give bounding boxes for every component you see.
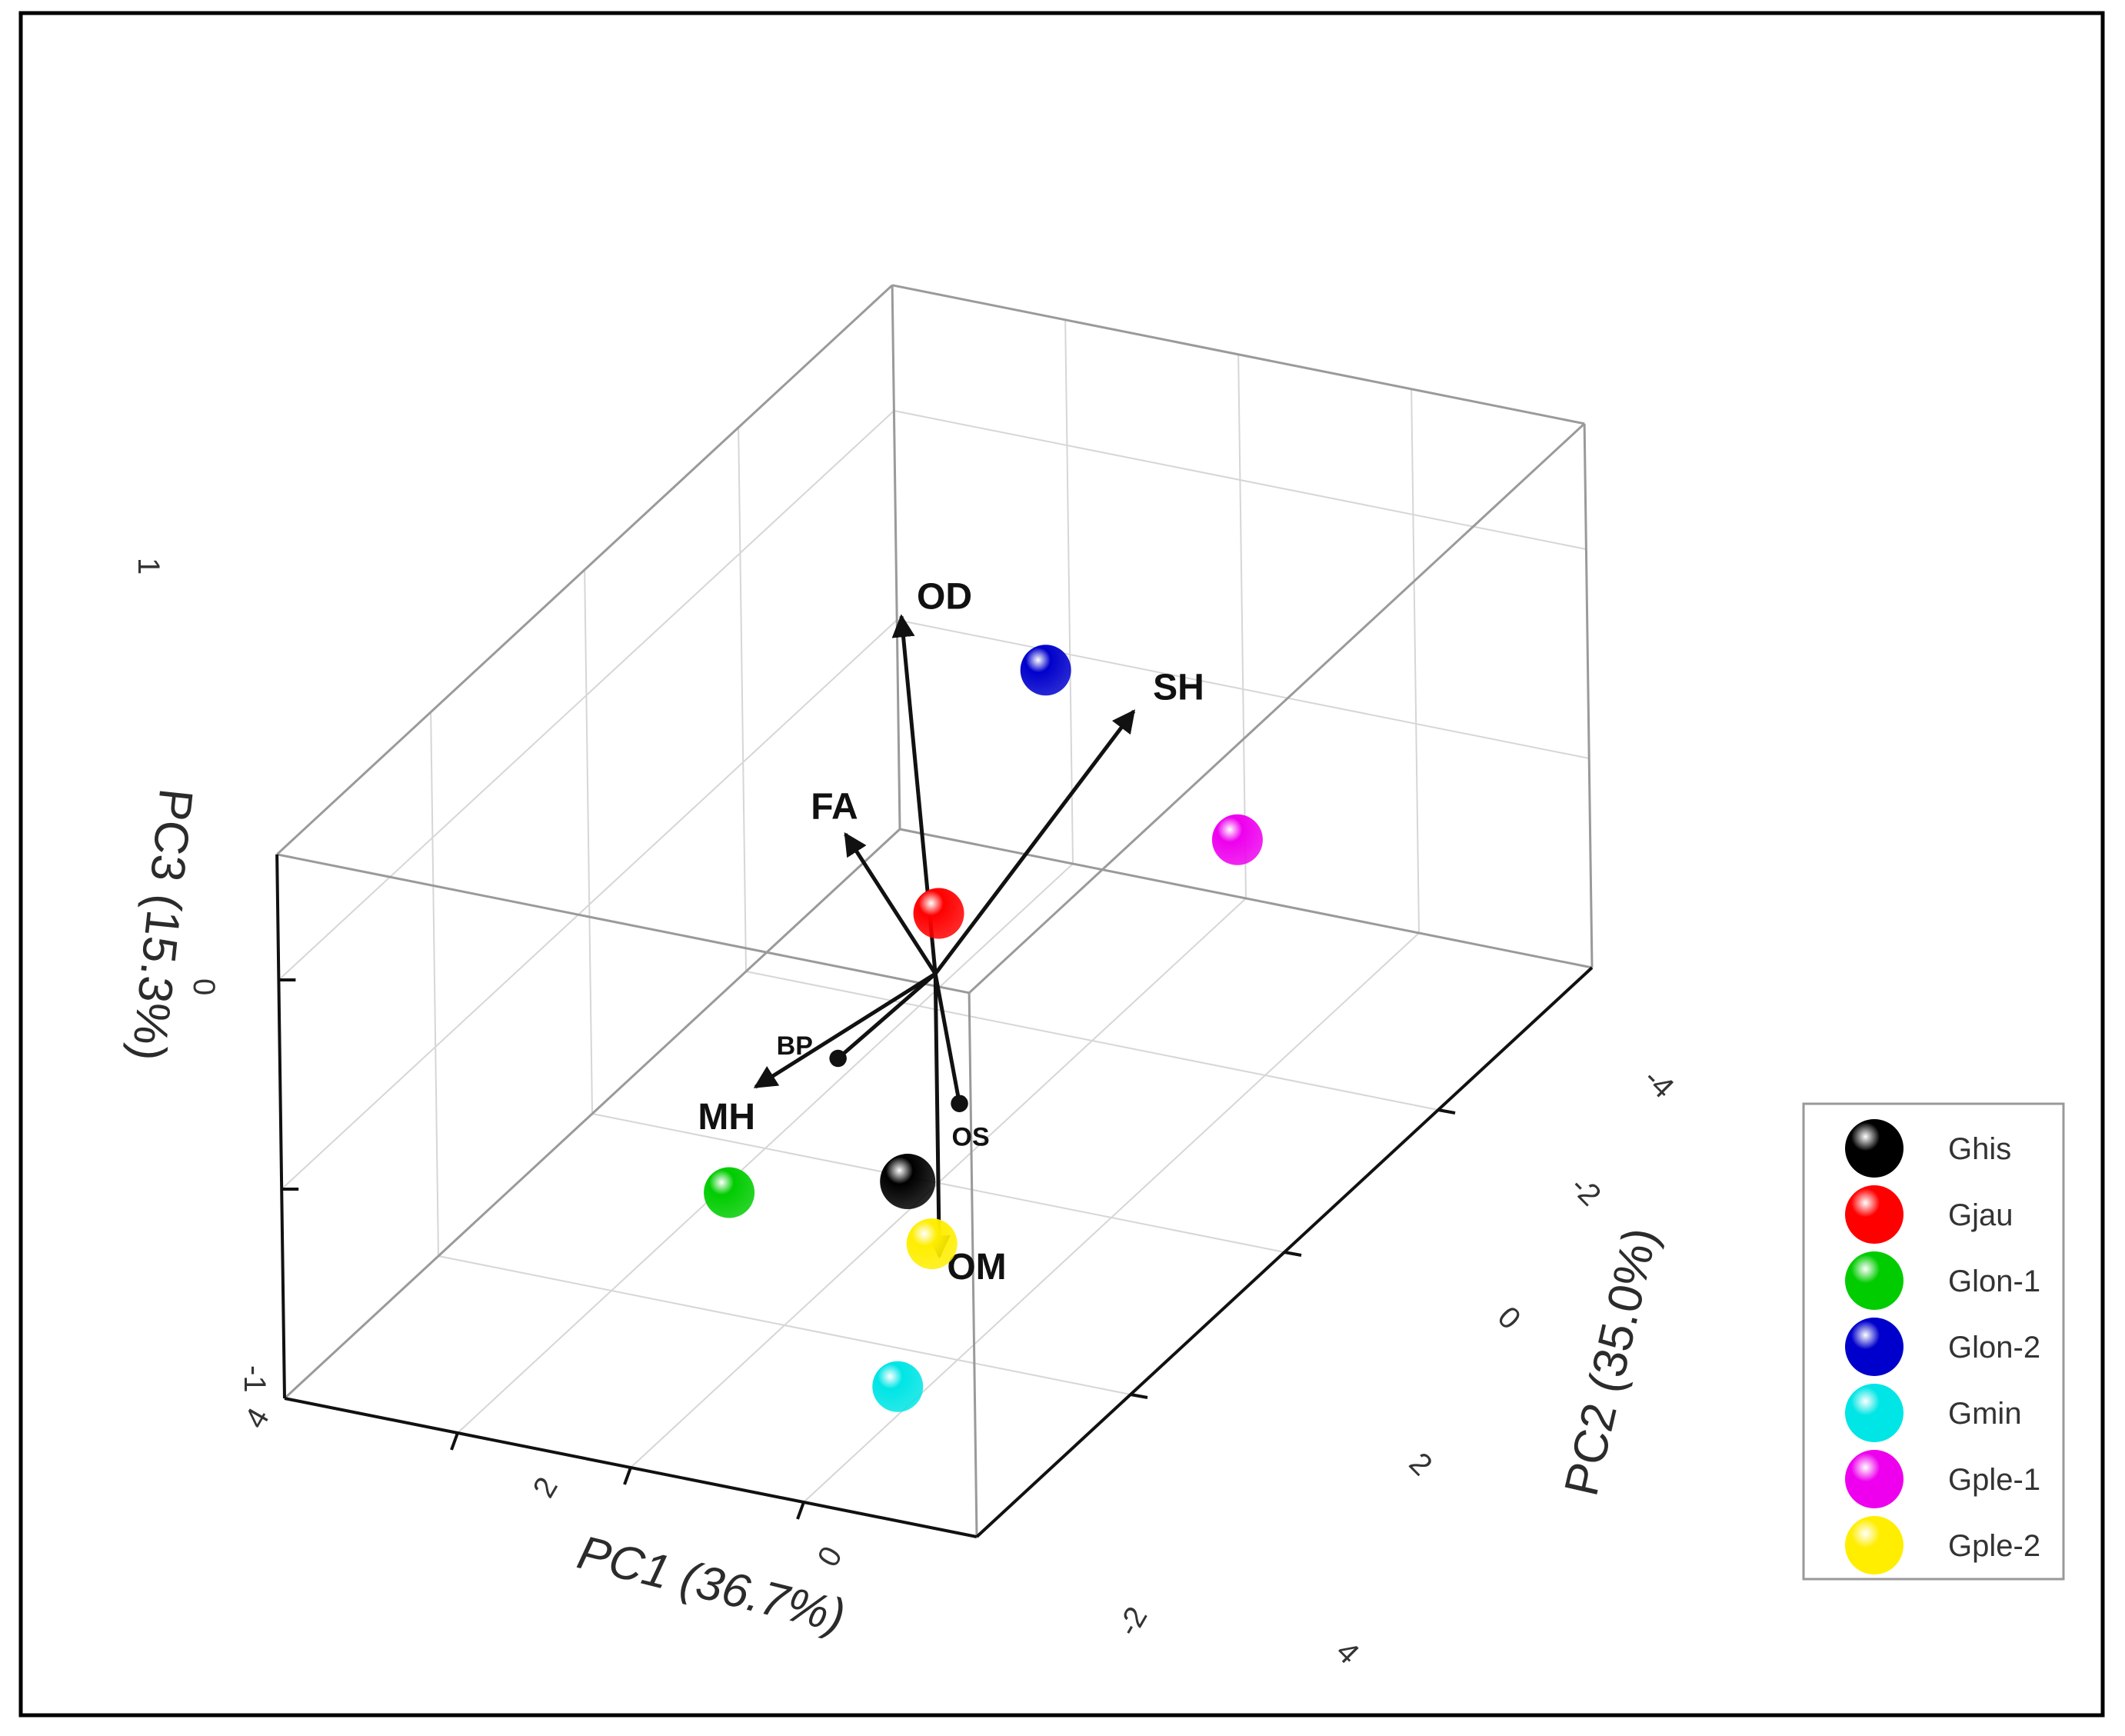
pc1-tick-label: 4 [238,1402,276,1434]
vector-label-od: OD [917,576,972,617]
back-wall-gridline [894,410,1587,550]
vector-label-bp: BP [777,1031,813,1061]
legend-label-glon-1: Glon-1 [1948,1265,2040,1298]
back-wall-gridline [1411,388,1420,934]
point-gple-1 [1211,814,1263,865]
pc2-tick-label: 4 [1330,1634,1366,1671]
vector-label-om: OM [947,1247,1006,1288]
legend-marker-glon-1 [1845,1251,1904,1310]
box-edge [276,853,970,995]
pc1-tick-label: 2 [527,1471,565,1503]
legend-marker-gjau [1845,1185,1904,1244]
box-edge [968,992,978,1538]
vector-bp [829,972,937,1068]
floor-gridline [457,863,1074,1434]
legend-label-gmin: Gmin [1948,1397,2022,1431]
pc2-tick [1437,1108,1456,1115]
box-edge [899,828,1593,969]
box-edge [968,422,1586,994]
vector-label-fa: FA [811,787,858,828]
box-edge [891,285,901,830]
legend: Ghis Gjau Glon-1 Glon-2 Gmin Gple-1 Gple-2 [1802,1102,2065,1581]
vector-label-os: OS [952,1123,990,1152]
pc2-tick-label: 0 [1491,1300,1527,1336]
pc2-tick-label: -2 [1564,1169,1607,1212]
pc2-tick [1284,1251,1302,1257]
legend-label-glon-2: Glon-2 [1948,1331,2040,1364]
axis-ticks: 4 2 0 -2 -4 -2 0 2 4 -1 0 1 [132,558,1680,1671]
legend-marker-glon-2 [1845,1318,1904,1376]
figure-frame [18,11,2105,1718]
pc1-tick [796,1501,805,1520]
back-wall-gridline [897,619,1590,759]
pc3-axis [275,854,286,1399]
pc1-tick-label: -2 [1111,1601,1154,1642]
pc3-tick-label: 0 [187,978,221,995]
pc2-tick [1130,1393,1148,1399]
pc1-tick [623,1467,632,1485]
box-edge [1583,423,1594,968]
vector-label-sh: SH [1153,668,1204,708]
left-wall-gridline [278,410,895,981]
legend-marker-gple-1 [1845,1450,1904,1508]
legend-label-gple-2: Gple-2 [1948,1529,2040,1563]
point-ghis [880,1154,936,1210]
score-points [704,645,1263,1412]
point-glon-1 [704,1167,755,1218]
vector-om [927,973,951,1259]
pc1-tick [450,1432,459,1451]
pc3-tick-label: -1 [238,1365,271,1393]
legend-marker-gmin [1845,1384,1904,1442]
box-edge [276,284,894,855]
vector-os [933,973,968,1112]
floor-gridline [438,1255,1131,1395]
vector-fa [844,831,938,975]
vector-sh [934,709,1136,975]
point-gmin [872,1361,924,1412]
legend-label-gjau: Gjau [1948,1198,2013,1232]
vector-mh [753,971,937,1089]
loading-vectors: OD SH FA MH BP OS OM [698,576,1204,1288]
left-wall-gridline [584,569,593,1115]
box-edge [283,828,901,1400]
back-wall-gridline [1064,319,1074,865]
point-gjau [913,888,964,939]
pc2-axis-title: PC2 (35.0%) [1554,1223,1667,1501]
vector-label-mh: MH [698,1097,755,1138]
pc1-tick-label: 0 [811,1541,849,1572]
left-wall-gridline [430,711,439,1257]
legend-label-gple-1: Gple-1 [1948,1463,2040,1497]
left-wall-gridline [281,619,898,1190]
pc3-axis-title: PC3 (15.3%) [122,786,203,1063]
pc2-tick-label: -4 [1637,1061,1680,1105]
box-edge [891,284,1585,425]
legend-marker-gple-2 [1845,1516,1904,1574]
plot-box [275,284,1594,1538]
back-wall-gridline [1237,354,1247,899]
point-glon-2 [1020,645,1071,696]
pc2-tick-label: 2 [1403,1446,1439,1482]
left-wall-gridline [738,427,747,972]
legend-marker-ghis [1845,1119,1904,1178]
legend-label-ghis: Ghis [1948,1132,2011,1166]
pc1-axis-title: PC1 (36.7%) [572,1526,850,1644]
point-gple-2 [906,1218,958,1270]
pc3-tick-label: 1 [132,558,165,575]
